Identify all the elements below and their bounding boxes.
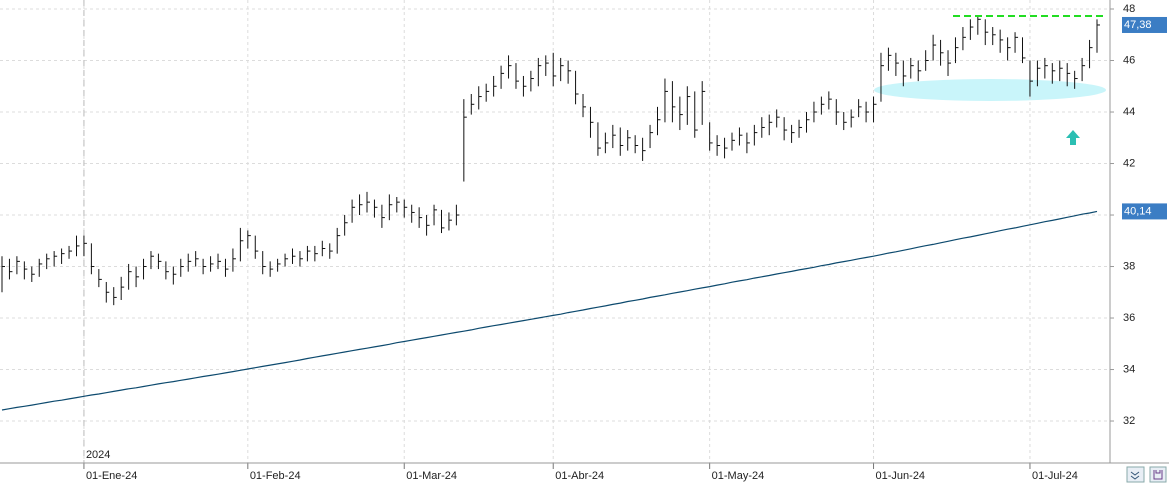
scroll-icon — [1130, 471, 1140, 480]
x-tick-label: 01-Jul-24 — [1032, 470, 1078, 482]
y-tick-label: 48 — [1123, 3, 1135, 15]
value-label-box — [1122, 16, 1167, 33]
x-tick-label: 01-Jun-24 — [876, 470, 926, 482]
value-label: 40,14 — [1124, 205, 1152, 217]
x-tick-label: 01-May-24 — [712, 470, 765, 482]
value-label-box — [1122, 203, 1167, 220]
value-label: 47,38 — [1124, 19, 1152, 31]
y-tick-label: 46 — [1123, 54, 1135, 66]
save-button[interactable] — [1149, 466, 1167, 483]
moving-average — [1, 210, 1098, 411]
y-tick-label: 34 — [1123, 363, 1135, 375]
x-tick-label: 01-Ene-24 — [86, 470, 137, 482]
up-arrow — [1066, 130, 1080, 145]
x-tick-label: 01-Mar-24 — [406, 470, 457, 482]
y-tick-label: 44 — [1123, 106, 1135, 118]
x-tick-label: 01-Abr-24 — [555, 470, 604, 482]
y-tick-label: 36 — [1123, 312, 1135, 324]
support-zone — [874, 79, 1106, 101]
save-icon — [1153, 470, 1163, 480]
x-tick-label: 01-Feb-24 — [250, 470, 301, 482]
y-tick-label: 42 — [1123, 157, 1135, 169]
year-label: 2024 — [86, 449, 110, 461]
toolbar — [1126, 466, 1167, 483]
y-tick-label: 32 — [1123, 415, 1135, 427]
y-tick-label: 38 — [1123, 260, 1135, 272]
